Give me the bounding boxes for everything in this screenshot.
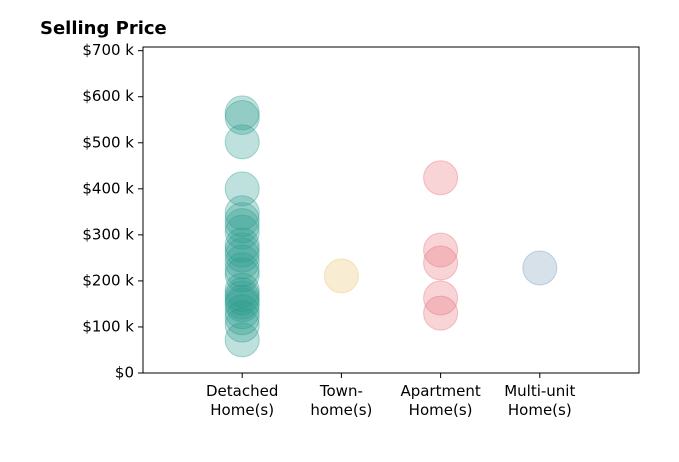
point [224,307,260,343]
point [224,294,260,330]
y-tick-label: $100 k [82,317,134,335]
point [423,295,459,331]
point [224,277,260,313]
point [224,300,260,336]
y-tick-label: $200 k [82,271,134,289]
y-tick-label: $300 k [82,225,134,243]
y-tick-label: $500 k [82,133,134,151]
point [224,237,260,273]
point [224,124,260,160]
point [224,202,260,238]
point [224,287,260,323]
point [423,280,459,316]
y-tick-label: $700 k [82,41,134,59]
point [224,99,260,135]
x-tick-label: Multi-unit Home(s) [504,382,576,419]
point [224,214,260,250]
point [423,160,459,196]
chart-title: Selling Price [40,18,167,39]
point [224,284,260,320]
point [224,244,260,280]
point [423,245,459,281]
point [224,195,260,231]
point [224,252,260,288]
x-tick-label: Detached Home(s) [206,382,279,419]
point [224,232,260,268]
point [224,227,260,263]
point [224,272,260,308]
x-tick-label: Town- home(s) [310,382,373,419]
y-tick-label: $0 [115,364,134,382]
point [224,171,260,207]
point [323,258,359,294]
y-tick-label: $600 k [82,87,134,105]
point [423,232,459,268]
point [224,95,260,131]
plot-frame [142,46,640,374]
point [224,257,260,293]
y-tick-label: $400 k [82,179,134,197]
point [224,322,260,358]
point [224,280,260,316]
point [522,250,558,286]
x-tick-label: Apartment Home(s) [400,382,481,419]
point [224,208,260,244]
